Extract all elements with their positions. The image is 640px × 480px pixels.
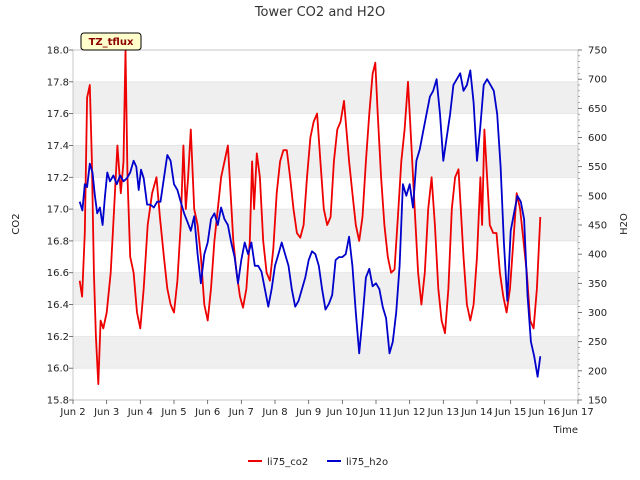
y-right-tick-label: 450 [588,221,607,232]
badge-label: TZ_tflux [89,37,134,48]
y-left-tick-label: 18.0 [47,46,69,57]
legend: li75_co2 li75_h2o [248,457,388,468]
y-left-tick-label: 16.6 [47,268,69,279]
x-tick-label: Jun 7 [228,407,254,418]
y-right-tick-label: 550 [588,162,607,173]
x-tick-label: Jun 12 [393,407,426,418]
badge-box [80,32,142,51]
x-tick-label: Jun 15 [494,407,527,418]
x-tick-label: Jun 17 [561,407,594,418]
series-line-li75_h2o [78,69,542,378]
badge: TZ_tflux [80,32,142,51]
x-tick-label: Jun 8 [261,407,287,418]
x-tick-label: Jun 16 [528,407,561,418]
y-right-tick-label: 650 [588,104,607,115]
y-left-tick-label: 15.8 [47,396,69,407]
grid-band [73,272,578,305]
y-left-tick-label: 16.4 [47,300,69,311]
x-tick-label: Jun 2 [59,407,85,418]
y-right-tick-label: 700 [588,75,607,86]
grid-band [73,113,578,146]
grid-band [73,50,578,82]
y-left-tick-label: 17.6 [47,109,69,120]
chart-title: Tower CO2 and H2O [254,5,385,20]
bottom-axis: Jun 2 Jun 3 Jun 4 Jun 5 Jun 6 Jun 7 Jun 8 Jun 9… [59,400,594,418]
legend-label-co2: li75_co2 [267,457,308,468]
x-tick-label: Jun 13 [427,407,460,418]
y-right-tick-label: 500 [588,191,607,202]
y-left-tick-label: 16.0 [47,364,69,375]
x-tick-label: Jun 9 [295,407,321,418]
series-line-li75_co2 [78,49,542,385]
y-axis-left-title: CO2 [11,213,22,234]
y-right-tick-label: 200 [588,366,607,377]
y-left-tick-label: 17.0 [47,205,69,216]
grid-band [73,368,578,400]
x-axis-title: Time [553,425,578,436]
y-left-tick-label: 16.8 [47,236,69,247]
grid-band [73,336,578,369]
left-axis: 15.8 16.0 16.2 16.4 16.6 16.8 17.0 17.2 17.4 17.6… [47,46,73,407]
y-right-tick-label: 300 [588,308,607,319]
grid-band [73,81,578,114]
y-left-tick-label: 17.2 [47,173,69,184]
y-left-tick-label: 17.4 [47,141,69,152]
y-axis-right-title: H2O [619,213,630,235]
x-tick-label: Jun 6 [194,407,220,418]
y-right-tick-label: 250 [588,337,607,348]
grid-bands [73,49,578,401]
y-right-tick-label: 400 [588,250,607,261]
legend-label-h2o: li75_h2o [346,457,388,468]
y-left-tick-label: 16.2 [47,332,69,343]
grid-band [73,240,578,273]
y-right-tick-label: 600 [588,133,607,144]
x-tick-label: Jun 10 [326,407,359,418]
y-right-tick-label: 350 [588,279,607,290]
grid-band [73,145,578,178]
x-tick-label: Jun 3 [93,407,119,418]
series-layer [78,49,542,385]
x-tick-label: Jun 4 [127,407,153,418]
x-tick-label: Jun 5 [160,407,186,418]
y-left-tick-label: 17.8 [47,77,69,88]
y-right-tick-label: 150 [588,396,607,407]
x-tick-label: Jun 11 [359,407,392,418]
right-axis: 150 200 250 300 350 400 450 500 550 600 650 700 750 [578,46,607,407]
x-tick-label: Jun 14 [460,407,493,418]
y-right-tick-label: 750 [588,46,607,57]
